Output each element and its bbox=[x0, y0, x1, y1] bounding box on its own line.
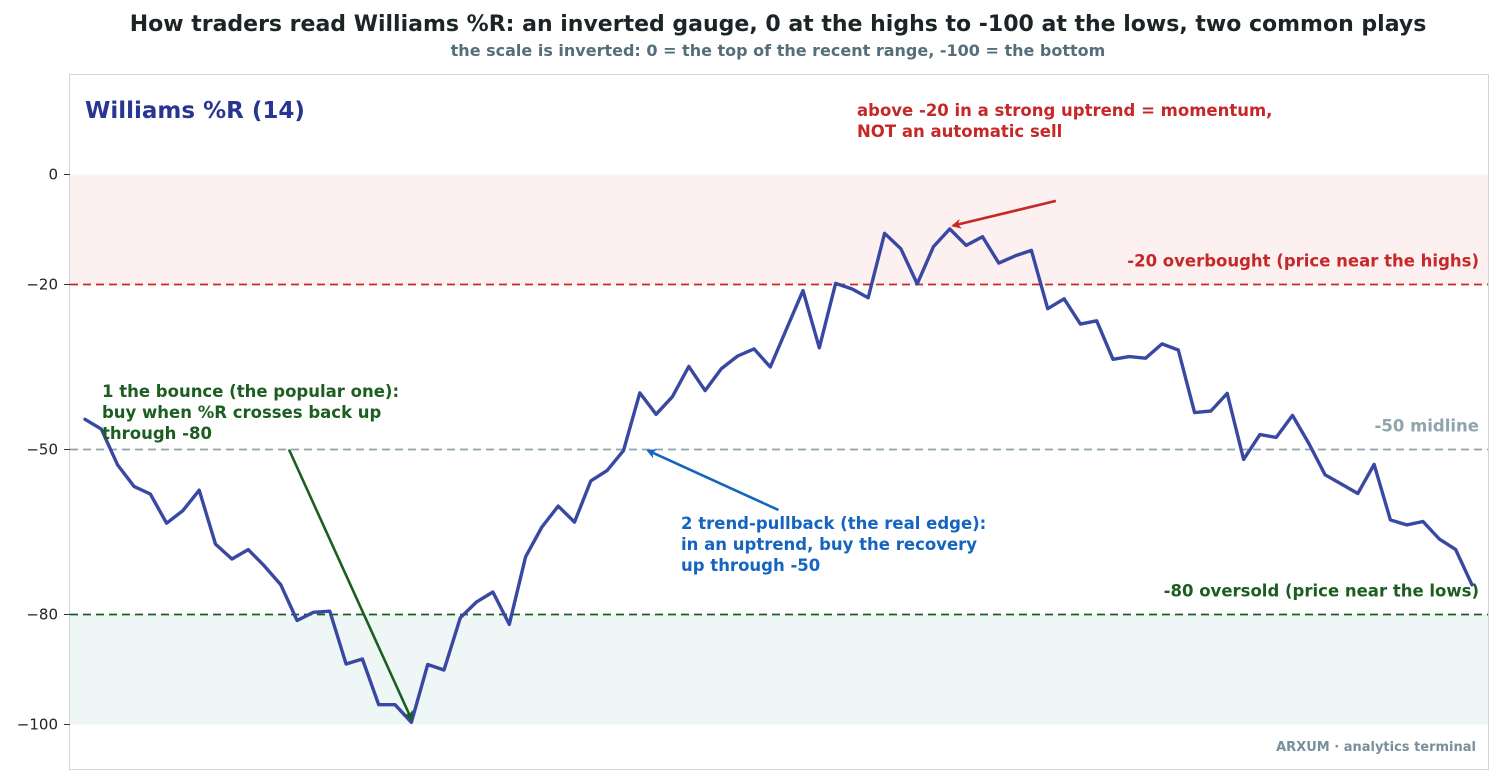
pullback-annotation-text: 2 trend-pullback (the real edge): in an … bbox=[681, 514, 986, 575]
momentum-line-1: above -20 in a strong uptrend = momentum… bbox=[857, 101, 1272, 120]
pullback-line-1: 2 trend-pullback (the real edge): bbox=[681, 514, 986, 533]
chart-subtitle: the scale is inverted: 0 = the top of th… bbox=[451, 41, 1106, 60]
bounce-line-2: buy when %R crosses back up bbox=[102, 403, 382, 422]
bounce-line-3: through -80 bbox=[102, 424, 212, 443]
y-tick-label: −80 bbox=[26, 606, 58, 624]
pullback-line-3: up through -50 bbox=[681, 556, 820, 575]
momentum-arrow bbox=[951, 199, 1057, 229]
y-tick-label: −20 bbox=[26, 276, 58, 294]
momentum-annotation-text: above -20 in a strong uptrend = momentum… bbox=[857, 101, 1272, 141]
bounce-line-1: 1 the bounce (the popular one): bbox=[102, 382, 399, 401]
panel-label: Williams %R (14) bbox=[85, 98, 305, 124]
bounce-annotation-text: 1 the bounce (the popular one): buy when… bbox=[102, 382, 399, 443]
pullback-arrow bbox=[646, 449, 780, 512]
bounce-arrow bbox=[287, 448, 413, 721]
overbought-zone bbox=[70, 174, 1488, 285]
y-tick-label: −50 bbox=[26, 441, 58, 459]
momentum-line-2: NOT an automatic sell bbox=[857, 122, 1062, 141]
pullback-line-2: in an uptrend, buy the recovery bbox=[681, 535, 977, 554]
y-tick-label: 0 bbox=[48, 166, 58, 184]
chart-title: How traders read Williams %R: an inverte… bbox=[130, 12, 1427, 37]
williams-r-line bbox=[83, 227, 1474, 724]
watermark: ARXUM · analytics terminal bbox=[1276, 740, 1476, 755]
overbought-label: -20 overbought (price near the highs) bbox=[1127, 252, 1479, 271]
midline-label: -50 midline bbox=[1375, 417, 1479, 436]
oversold-zone bbox=[70, 614, 1488, 725]
y-tick-label: −100 bbox=[17, 716, 58, 734]
oversold-label: -80 oversold (price near the lows) bbox=[1164, 582, 1479, 601]
